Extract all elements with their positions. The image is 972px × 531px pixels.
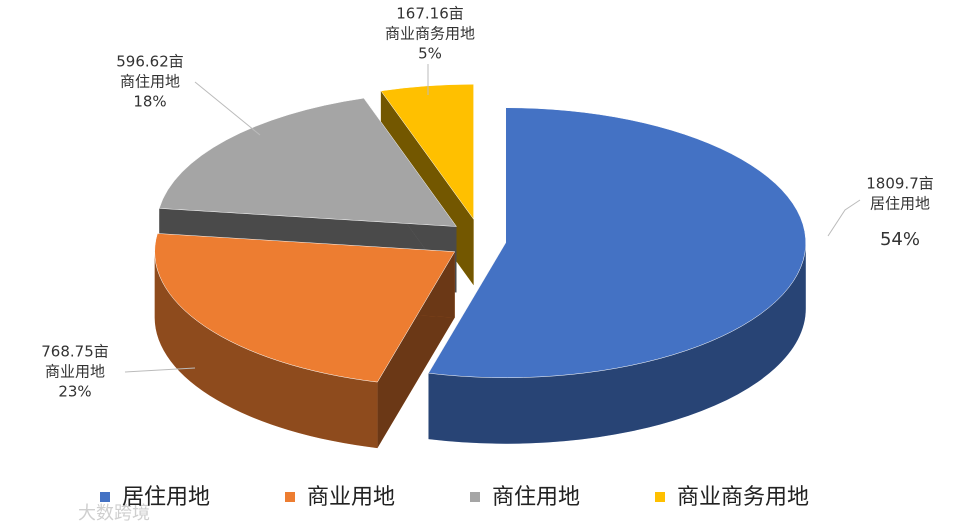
leader-line xyxy=(194,81,261,136)
legend-label: 居住用地 xyxy=(122,485,210,510)
leader-line xyxy=(124,367,196,373)
slice xyxy=(380,84,474,221)
slice xyxy=(158,97,458,227)
data-label: 596.62亩 xyxy=(116,53,184,71)
legend-label: 商住用地 xyxy=(492,485,580,510)
legend-label: 商业用地 xyxy=(307,485,395,510)
percent-label: 23% xyxy=(58,383,91,401)
legend-swatch xyxy=(100,492,110,502)
slice-side xyxy=(154,251,378,449)
leader-line xyxy=(827,199,861,237)
slice xyxy=(154,233,456,383)
category-label: 商住用地 xyxy=(120,73,180,91)
slice-side xyxy=(428,242,806,444)
data-label: 1809.7亩 xyxy=(866,175,934,193)
slice xyxy=(428,107,806,378)
data-label: 167.16亩 xyxy=(396,5,464,23)
slice-shade xyxy=(428,242,806,444)
percent-label: 5% xyxy=(418,45,442,63)
watermark: 大数跨境 xyxy=(78,503,150,524)
legend-swatch xyxy=(470,492,480,502)
category-label: 商业用地 xyxy=(45,363,105,381)
legend-swatch xyxy=(285,492,295,502)
data-label: 768.75亩 xyxy=(41,343,109,361)
category-label: 商业商务用地 xyxy=(385,25,475,43)
slice-shade xyxy=(154,251,378,449)
legend-label: 商业商务用地 xyxy=(677,485,809,510)
percent-label: 54% xyxy=(880,229,920,250)
category-label: 居住用地 xyxy=(870,195,930,213)
legend-swatch xyxy=(655,492,665,502)
percent-label: 18% xyxy=(133,93,166,111)
